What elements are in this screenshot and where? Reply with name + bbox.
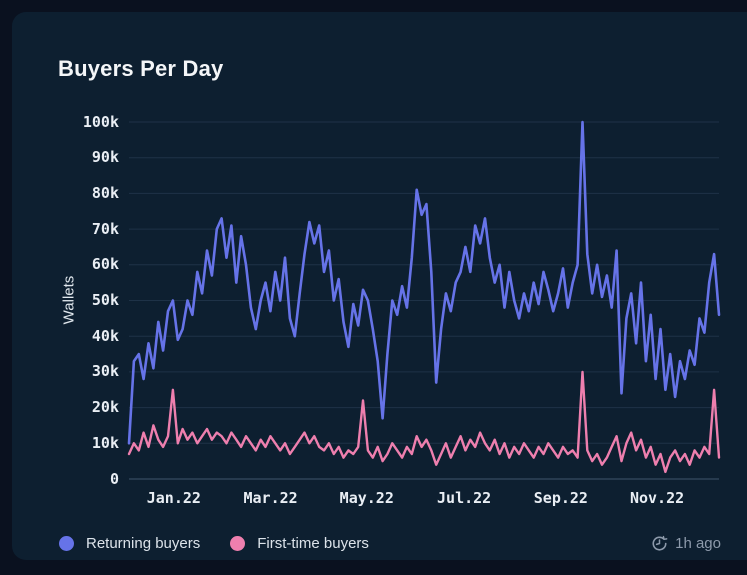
legend-item-first-time-buyers[interactable]: First-time buyers [230, 535, 369, 552]
series-line-returning-buyers [127, 120, 721, 445]
legend-swatch [59, 535, 74, 551]
legend-swatch [230, 535, 246, 551]
series-line-first-time-buyers [127, 370, 721, 474]
legend-label: Returning buyers [86, 534, 201, 552]
y-axis-title: Wallets [60, 275, 78, 325]
chart-card: Buyers Per Day Wallets 100k 90k 80k 70k 60k 5… [12, 12, 747, 560]
clock-history-icon [652, 535, 668, 551]
chart-footer: Returning buyers First-time buyers 1h ag… [59, 532, 721, 554]
legend-label: First-time buyers [257, 534, 369, 552]
last-updated-text: 1h ago [675, 534, 721, 552]
chart-title: Buyers Per Day [58, 56, 224, 81]
chart-canvas[interactable] [12, 12, 747, 575]
legend: Returning buyers First-time buyers [59, 535, 369, 552]
last-updated: 1h ago [651, 535, 721, 552]
legend-item-returning-buyers[interactable]: Returning buyers [59, 535, 200, 552]
